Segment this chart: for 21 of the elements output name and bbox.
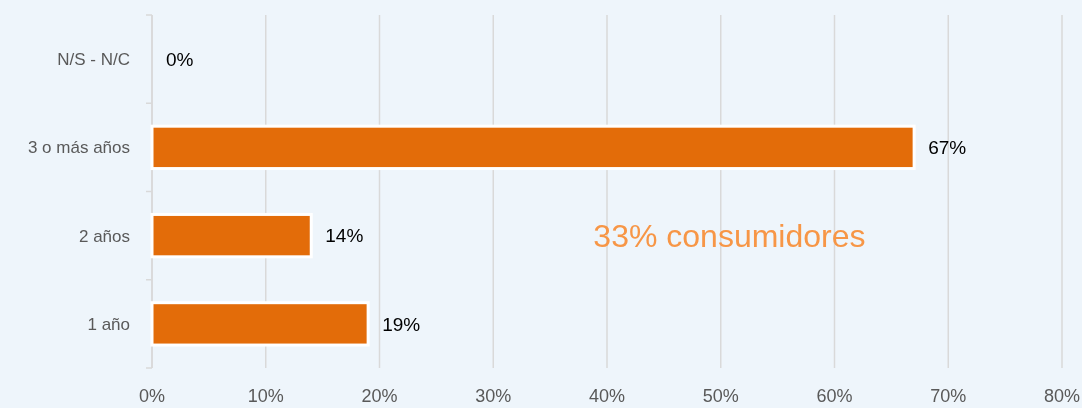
data-label: 67% <box>928 137 967 159</box>
bar <box>150 301 370 347</box>
x-tick-label: 60% <box>816 386 853 406</box>
y-tick-label: 2 años <box>78 226 130 246</box>
x-tick-label: 0% <box>138 386 166 406</box>
x-tick-label: 30% <box>475 386 512 406</box>
x-tick-label: 70% <box>930 386 967 406</box>
x-tick-label: 20% <box>361 386 398 406</box>
data-label: 19% <box>382 313 421 335</box>
data-label: 0% <box>166 48 194 70</box>
x-tick-label: 80% <box>1043 386 1081 406</box>
data-label: 14% <box>325 225 364 247</box>
y-tick-label: 3 o más años <box>27 138 130 158</box>
bar <box>150 124 916 171</box>
x-tick-label: 10% <box>247 386 284 406</box>
x-tick-label: 40% <box>588 386 626 406</box>
y-tick-label: N/S - N/C <box>57 50 130 70</box>
bar <box>150 212 313 259</box>
annotation: 33% consumidores <box>593 218 866 255</box>
y-tick-label: 1 año <box>87 314 130 334</box>
x-tick-label: 50% <box>702 386 739 406</box>
